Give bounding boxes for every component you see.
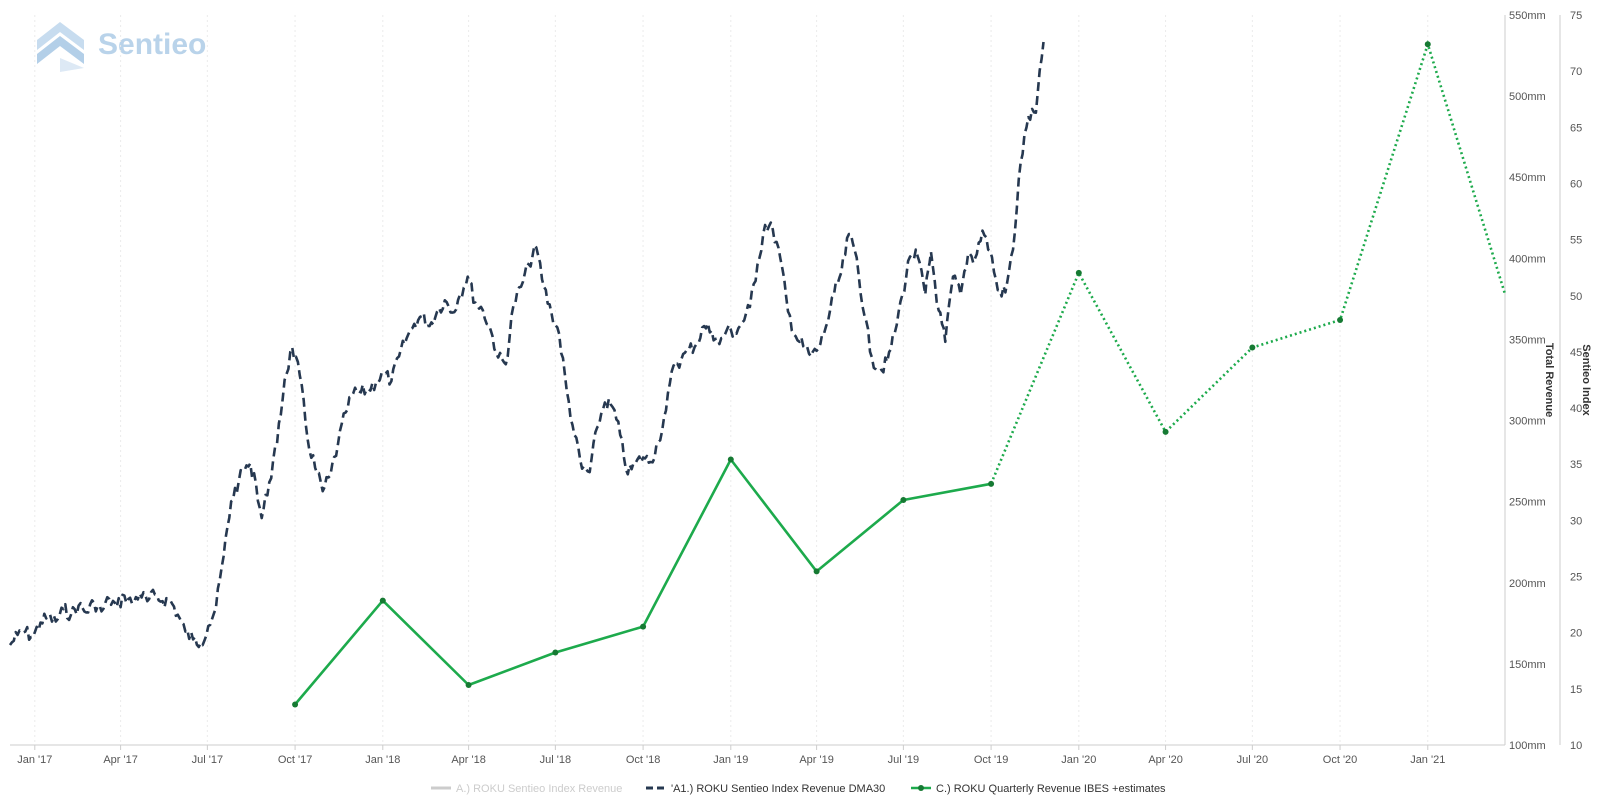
legend-item-c[interactable]: C.) ROKU Quarterly Revenue IBES +estimat…	[911, 783, 1166, 795]
series-c-point	[727, 456, 734, 463]
revenue-tick-label: 500mm	[1509, 91, 1546, 103]
index-tick-label: 75	[1570, 10, 1582, 22]
x-tick-label: Jan '21	[1410, 754, 1445, 766]
index-tick-label: 40	[1570, 403, 1582, 415]
x-tick-label: Jan '20	[1061, 754, 1096, 766]
series-c-point	[1424, 41, 1431, 48]
series-c-quarterly-revenue	[292, 39, 1507, 708]
x-tick-label: Jul '19	[888, 754, 919, 766]
series-c-point	[292, 701, 299, 708]
revenue-tick-label: 400mm	[1509, 253, 1546, 265]
x-tick-label: Apr '19	[799, 754, 834, 766]
vertical-grid	[34, 15, 1429, 745]
x-tick-label: Jul '18	[540, 754, 571, 766]
series-c-point	[379, 597, 386, 604]
legend-marker-c	[918, 785, 924, 791]
index-tick-label: 15	[1570, 684, 1582, 696]
legend-label-a1: 'A1.) ROKU Sentieo Index Revenue DMA30	[671, 783, 885, 795]
x-tick-label: Apr '18	[451, 754, 486, 766]
index-tick-label: 45	[1570, 347, 1582, 359]
index-tick-label: 55	[1570, 235, 1582, 247]
index-tick-label: 10	[1570, 740, 1582, 752]
index-axis-ticks: 10 15 20 25 30 35 40 45 50 55 60 65 70 75	[1570, 10, 1582, 752]
revenue-tick-label: 250mm	[1509, 497, 1546, 509]
revenue-tick-label: 150mm	[1509, 659, 1546, 671]
revenue-tick-label: 350mm	[1509, 334, 1546, 346]
revenue-axis-ticks: 100mm 150mm 200mm 250mm 300mm 350mm 400mm 450mm…	[1509, 10, 1546, 752]
revenue-tick-label: 300mm	[1509, 416, 1546, 428]
x-tick-label: Jul '17	[192, 754, 223, 766]
index-tick-label: 30	[1570, 515, 1582, 527]
x-tick-label: Jan '19	[713, 754, 748, 766]
series-c-point	[988, 480, 995, 487]
revenue-tick-label: 450mm	[1509, 172, 1546, 184]
index-tick-label: 65	[1570, 122, 1582, 134]
legend-label-a: A.) ROKU Sentieo Index Revenue	[456, 783, 622, 795]
series-c-point	[640, 623, 647, 630]
x-tick-label: Jan '17	[17, 754, 52, 766]
legend: A.) ROKU Sentieo Index Revenue 'A1.) ROK…	[431, 783, 1166, 795]
revenue-axis-title: Total Revenue	[1543, 343, 1555, 417]
x-tick-label: Jan '18	[365, 754, 400, 766]
x-axis-ticks: Jan '17 Apr '17 Jul '17 Oct '17 Jan '18 Apr '…	[17, 745, 1445, 766]
series-c-point	[1162, 428, 1169, 435]
series-c-point	[465, 681, 472, 688]
index-tick-label: 35	[1570, 459, 1582, 471]
series-c-point	[900, 497, 907, 504]
legend-item-a1[interactable]: 'A1.) ROKU Sentieo Index Revenue DMA30	[646, 783, 885, 795]
index-tick-label: 60	[1570, 178, 1582, 190]
index-tick-label: 20	[1570, 628, 1582, 640]
x-tick-label: Oct '18	[626, 754, 661, 766]
series-a1-dma30	[8, 41, 1045, 649]
sentieo-logo-word: Sentieo	[98, 28, 206, 61]
x-tick-label: Apr '20	[1148, 754, 1183, 766]
series-c-point	[813, 568, 820, 575]
x-tick-label: Oct '20	[1323, 754, 1358, 766]
series-c-point	[1249, 344, 1256, 351]
sentieo-logo: Sentieo	[37, 22, 206, 72]
x-tick-label: Oct '17	[278, 754, 313, 766]
index-tick-label: 50	[1570, 291, 1582, 303]
series-c-point	[1337, 316, 1344, 323]
revenue-tick-label: 100mm	[1509, 740, 1546, 752]
series-c-point	[552, 649, 559, 656]
index-tick-label: 25	[1570, 572, 1582, 584]
revenue-tick-label: 200mm	[1509, 578, 1546, 590]
revenue-tick-label: 550mm	[1509, 10, 1546, 22]
x-tick-label: Jul '20	[1237, 754, 1268, 766]
x-tick-label: Apr '17	[103, 754, 138, 766]
legend-item-a[interactable]: A.) ROKU Sentieo Index Revenue	[431, 783, 622, 795]
index-tick-label: 70	[1570, 66, 1582, 78]
series-a1-line	[8, 41, 1045, 649]
series-c-point	[1075, 269, 1082, 276]
legend-label-c: C.) ROKU Quarterly Revenue IBES +estimat…	[936, 783, 1166, 795]
x-tick-label: Oct '19	[974, 754, 1009, 766]
sentieo-logo-icon	[37, 22, 84, 72]
index-axis-title: Sentieo Index	[1580, 344, 1592, 416]
